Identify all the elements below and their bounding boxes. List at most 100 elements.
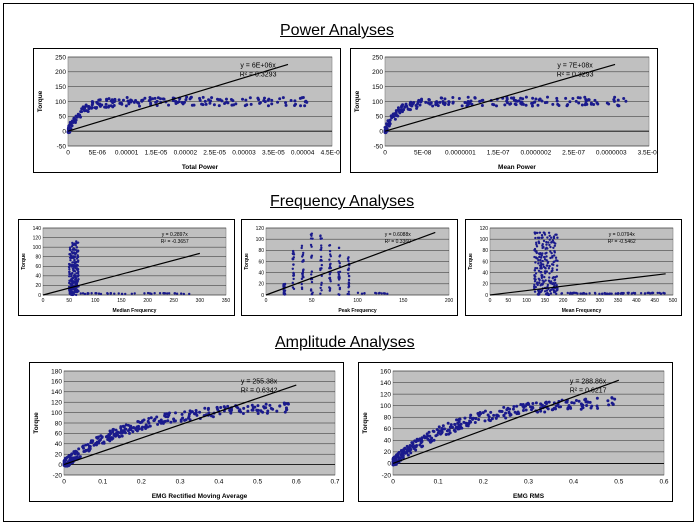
data-point xyxy=(149,416,153,420)
data-point xyxy=(74,293,78,297)
data-point xyxy=(543,233,547,236)
data-point xyxy=(117,292,120,295)
data-point xyxy=(338,254,342,257)
data-point xyxy=(538,97,542,101)
y-tick-label: 120 xyxy=(480,226,489,232)
data-point xyxy=(474,417,478,421)
data-point xyxy=(514,103,518,107)
data-point xyxy=(135,425,139,429)
data-point xyxy=(68,246,72,249)
data-point xyxy=(329,262,332,265)
data-point xyxy=(427,430,431,434)
data-point xyxy=(622,96,626,100)
data-point xyxy=(391,463,395,467)
data-point xyxy=(119,431,123,435)
x-tick-label: 50 xyxy=(66,298,72,304)
data-point xyxy=(76,259,80,262)
data-point xyxy=(94,292,97,295)
data-point xyxy=(96,101,100,105)
chart-emg-rms: -20 0 20 40 60 80 100 120 140 160 0 0.1 0.2 0.3 0.4 0.5… xyxy=(358,362,673,502)
data-point xyxy=(356,291,360,295)
data-point xyxy=(545,240,548,244)
data-point xyxy=(289,98,293,102)
data-point xyxy=(320,289,323,292)
data-point xyxy=(545,289,549,292)
data-point xyxy=(451,425,455,429)
data-point xyxy=(420,436,424,440)
data-point xyxy=(114,428,118,432)
data-point xyxy=(502,413,506,417)
data-point xyxy=(554,275,557,279)
data-point xyxy=(457,96,461,100)
data-point xyxy=(74,276,78,280)
data-point xyxy=(574,399,578,403)
data-point xyxy=(70,250,73,254)
data-point xyxy=(408,108,412,112)
data-point xyxy=(68,267,71,271)
x-tick-label: 1.5E-07 xyxy=(487,150,510,157)
data-point xyxy=(212,103,216,107)
data-point xyxy=(67,126,71,130)
x-tick-label: 4.5E-05 xyxy=(321,150,340,157)
trend-equation: y = 0.6088x xyxy=(385,232,411,238)
data-point xyxy=(481,411,485,415)
data-point xyxy=(303,104,307,108)
data-point xyxy=(319,258,323,262)
data-point xyxy=(463,416,467,420)
data-point xyxy=(70,265,73,268)
data-point xyxy=(466,424,470,428)
data-point xyxy=(409,103,413,107)
data-point xyxy=(283,284,286,287)
data-point xyxy=(310,280,314,284)
data-point xyxy=(225,100,229,104)
data-point xyxy=(283,410,287,414)
data-point xyxy=(159,421,163,425)
data-point xyxy=(548,276,551,279)
data-point xyxy=(495,415,499,419)
data-point xyxy=(108,439,112,443)
data-point xyxy=(68,456,72,460)
data-point xyxy=(152,418,156,422)
data-point xyxy=(576,292,579,295)
trendline xyxy=(392,379,620,465)
x-axis-label: Total Power xyxy=(182,164,219,171)
data-point xyxy=(74,248,77,251)
x-tick-label: 0.2 xyxy=(479,479,488,486)
data-point xyxy=(163,292,167,295)
data-point xyxy=(390,116,394,120)
data-point xyxy=(385,126,389,130)
data-point xyxy=(182,292,186,296)
y-tick-label: 50 xyxy=(59,114,67,121)
data-point xyxy=(458,423,462,427)
x-tick-label: 0 xyxy=(42,298,45,304)
data-point xyxy=(533,269,537,272)
x-tick-label: 350 xyxy=(614,298,623,304)
data-point xyxy=(72,277,75,280)
data-point xyxy=(607,403,611,407)
figure-frame xyxy=(3,3,694,522)
data-point xyxy=(250,403,254,407)
data-point xyxy=(270,102,274,106)
x-tick-label: 0.6 xyxy=(659,479,668,486)
x-tick-label: 200 xyxy=(559,298,568,304)
y-axis-label: Torque xyxy=(354,90,361,112)
data-point xyxy=(537,240,540,243)
data-point xyxy=(149,101,153,105)
data-point xyxy=(546,291,549,295)
data-point xyxy=(418,443,422,447)
x-tick-label: 0.2 xyxy=(137,479,146,486)
data-point xyxy=(76,452,80,456)
data-point xyxy=(86,109,90,113)
data-point xyxy=(426,437,430,441)
data-point xyxy=(543,275,546,279)
data-point xyxy=(208,101,212,105)
data-point xyxy=(409,101,413,105)
data-point xyxy=(305,100,309,104)
x-tick-label: 450 xyxy=(651,298,660,304)
data-point xyxy=(546,95,550,99)
data-point xyxy=(77,270,80,273)
data-point xyxy=(79,292,82,295)
x-tick-label: 3.5E-07 xyxy=(638,150,657,157)
